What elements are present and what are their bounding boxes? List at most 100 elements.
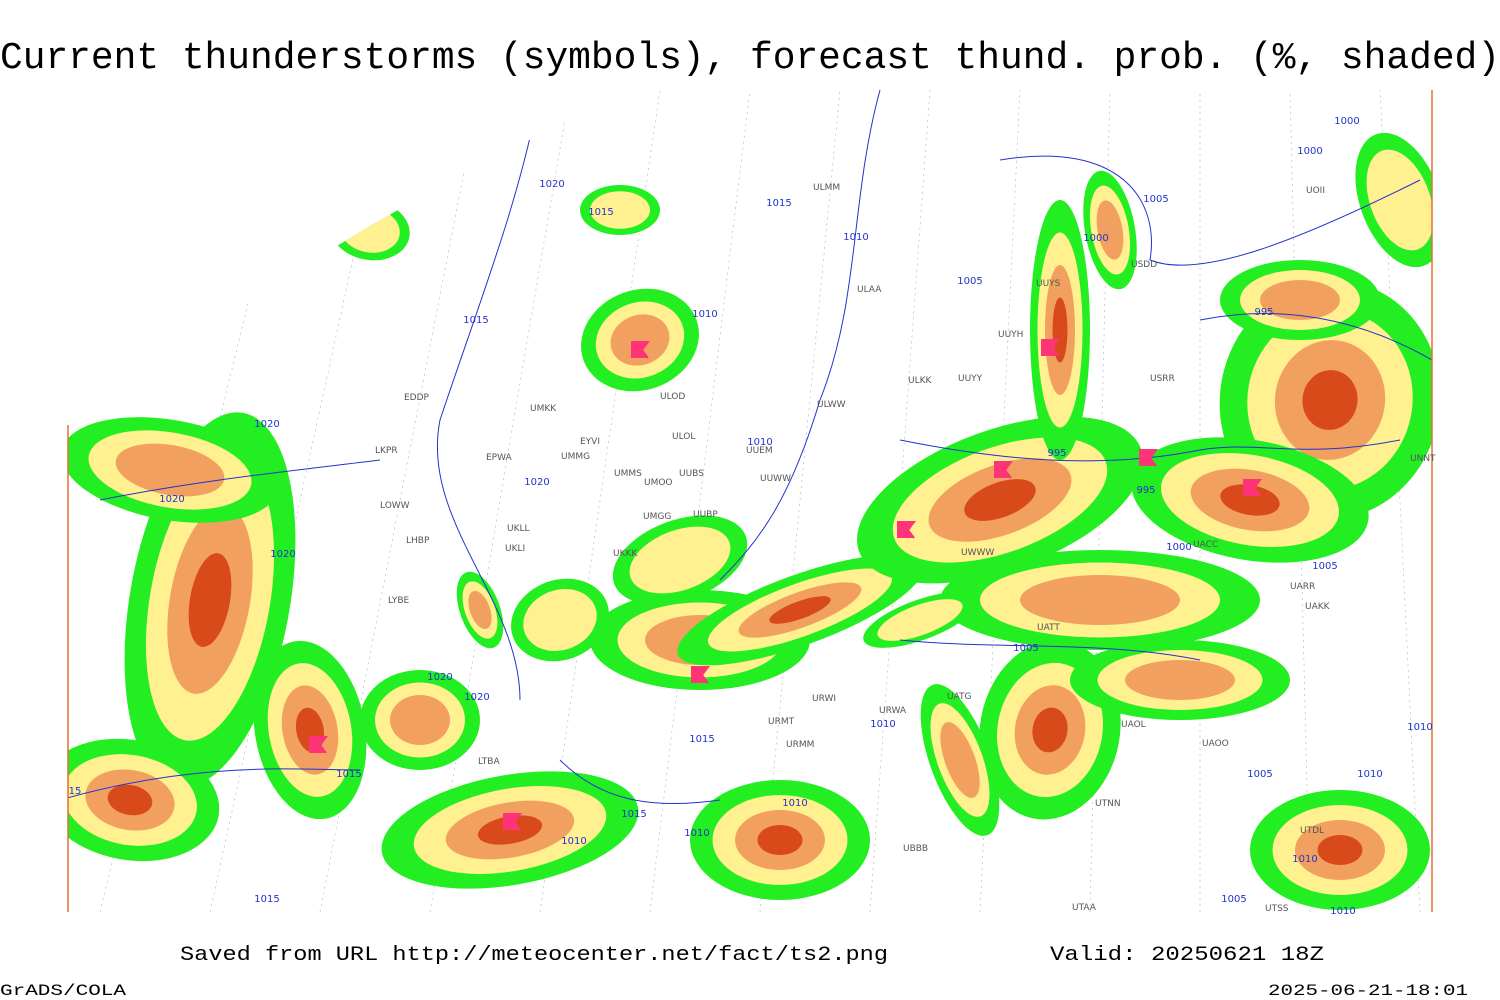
station-code: URWI xyxy=(812,694,836,704)
station-code: UATT xyxy=(1037,623,1060,633)
isobar-label: 1010 xyxy=(692,309,717,320)
station-code: UUBP xyxy=(693,510,718,520)
isobar-label: 1015 xyxy=(463,315,488,326)
storm-symbol xyxy=(994,461,1013,479)
graticule xyxy=(429,90,571,912)
probability-shade xyxy=(1302,370,1358,430)
isobar-label: 1010 xyxy=(1330,906,1355,917)
isobar-label: 1005 xyxy=(1312,561,1337,572)
isobar-label: 1000 xyxy=(1297,146,1322,157)
isobar-label: 1000 xyxy=(1083,233,1108,244)
graticule xyxy=(539,90,661,912)
isobar-label: 1005 xyxy=(1247,769,1272,780)
probability-shade xyxy=(1260,280,1340,320)
probability-shade xyxy=(629,526,731,594)
station-code: UMOO xyxy=(644,478,673,488)
station-code: LOWW xyxy=(380,501,410,511)
station-code: UUBS xyxy=(679,469,704,479)
station-code: UUYS xyxy=(1036,279,1061,289)
station-code: UKLL xyxy=(507,524,530,534)
isobar-label: 1020 xyxy=(427,672,452,683)
timestamp-text: 2025-06-21-18:01 xyxy=(1268,982,1468,1000)
station-code: UMMS xyxy=(614,469,642,479)
station-code: UUWW xyxy=(760,474,791,484)
software-text: GrADS/COLA xyxy=(0,982,127,1000)
isobar xyxy=(436,90,541,701)
source-text: Saved from URL http://meteocenter.net/fa… xyxy=(180,944,888,967)
graticule xyxy=(1470,90,1500,912)
station-code: UUYY xyxy=(958,374,983,384)
isobar-label: 995 xyxy=(1254,307,1273,318)
isobar-label: 1000 xyxy=(1334,116,1359,127)
station-code: UAKK xyxy=(1305,602,1331,612)
isobar xyxy=(899,639,1201,661)
probability-shade xyxy=(940,722,980,798)
isobar-label: 1015 xyxy=(254,894,279,905)
station-code: ULKK xyxy=(908,376,933,386)
probability-shade xyxy=(590,191,650,229)
isobar-label: 1020 xyxy=(159,494,184,505)
station-code: EPWA xyxy=(486,453,513,463)
isobar xyxy=(1199,313,1432,361)
probability-shade xyxy=(1020,575,1180,625)
probability-shade xyxy=(523,589,597,651)
probability-field xyxy=(68,90,1500,912)
station-code: UKLI xyxy=(505,544,525,554)
station-code: UKKK xyxy=(613,549,638,559)
station-code: UMGG xyxy=(643,512,671,522)
station-code: UUYH xyxy=(998,330,1023,340)
station-code: UTSS xyxy=(1265,904,1289,914)
map-title: Current thunderstorms (symbols), forecas… xyxy=(0,37,1500,80)
station-code: UTDL xyxy=(1300,826,1324,836)
isobar-label: 1010 xyxy=(870,719,895,730)
storm-symbol xyxy=(897,521,916,539)
isobar-label: 15 xyxy=(69,786,82,797)
storm-symbol xyxy=(1041,339,1060,357)
isobar xyxy=(99,459,381,501)
probability-shade xyxy=(1220,484,1280,516)
probability-shade xyxy=(1096,200,1124,260)
storm-symbol xyxy=(503,813,522,831)
station-code: ULOL xyxy=(672,432,695,442)
storm-symbol xyxy=(309,736,328,754)
isobar xyxy=(899,439,1401,462)
probability-shade xyxy=(468,590,492,630)
isobar-label: 1015 xyxy=(588,207,613,218)
isobar-label: 995 xyxy=(1047,448,1066,459)
station-code: URWA xyxy=(879,706,907,716)
station-code: EDDP xyxy=(404,393,430,403)
station-code: UAOL xyxy=(1121,720,1146,730)
probability-shade xyxy=(107,784,153,816)
probability-shade xyxy=(1052,297,1068,363)
storm-symbol xyxy=(691,666,710,684)
isobar-label: 1010 xyxy=(747,437,772,448)
station-code: URMM xyxy=(786,740,814,750)
isobar-label: 1020 xyxy=(254,419,279,430)
isobar-label: 995 xyxy=(1136,485,1155,496)
station-code: UTNN xyxy=(1095,799,1121,809)
probability-shade xyxy=(1125,660,1235,700)
isobar-label: 1005 xyxy=(957,276,982,287)
station-code: UMMG xyxy=(561,452,590,462)
isobar-label: 1015 xyxy=(621,809,646,820)
probability-shade xyxy=(1317,835,1363,865)
isobar-label: 1010 xyxy=(1407,722,1432,733)
station-code: ULWW xyxy=(817,400,846,410)
probability-shade xyxy=(610,314,670,366)
isobar-label: 1015 xyxy=(766,198,791,209)
graticule xyxy=(209,90,391,912)
station-code: UWWW xyxy=(961,548,994,558)
station-code: UTAA xyxy=(1072,903,1097,913)
isobar-label: 1010 xyxy=(843,232,868,243)
isobar-label: 1020 xyxy=(464,692,489,703)
station-code: USRR xyxy=(1150,374,1175,384)
isobar-label: 1020 xyxy=(270,549,295,560)
isobar-label: 1020 xyxy=(524,477,549,488)
probability-shade xyxy=(757,825,803,855)
probability-shade xyxy=(877,599,963,641)
station-code: URMT xyxy=(768,717,795,727)
station-code: LTBA xyxy=(478,757,500,767)
isobar xyxy=(559,759,721,805)
probability-shade xyxy=(964,479,1036,521)
station-code: ULAA xyxy=(857,285,882,295)
